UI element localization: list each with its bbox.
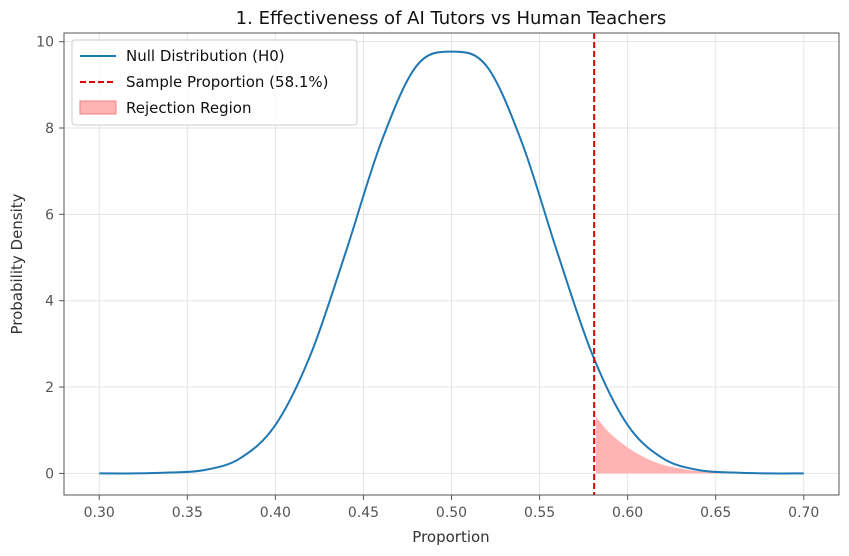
chart-title: 1. Effectiveness of AI Tutors vs Human T… [236, 8, 667, 29]
y-tick-label: 8 [45, 121, 54, 137]
y-ticks: 0 2 4 6 8 10 [36, 35, 64, 482]
x-tick-label: 0.60 [612, 505, 643, 521]
legend: Null Distribution (H0) Sample Proportion… [71, 39, 358, 126]
x-tick-label: 0.40 [260, 505, 291, 521]
legend-box [71, 39, 358, 126]
y-tick-label: 4 [45, 294, 54, 310]
x-tick-label: 0.70 [788, 505, 819, 521]
x-tick-label: 0.50 [436, 505, 467, 521]
x-tick-label: 0.30 [84, 505, 115, 521]
x-tick-label: 0.65 [700, 505, 731, 521]
x-tick-label: 0.55 [524, 505, 555, 521]
y-tick-label: 6 [45, 207, 54, 223]
x-tick-label: 0.35 [172, 505, 203, 521]
y-tick-label: 0 [45, 466, 54, 482]
x-tick-label: 0.45 [348, 505, 379, 521]
y-tick-label: 10 [36, 35, 54, 51]
null-distribution-layer [99, 50, 804, 475]
y-axis-label: Probability Density [8, 193, 26, 334]
legend-swatch-rejection [79, 100, 117, 115]
x-ticks: 0.30 0.35 0.40 0.45 0.50 0.55 0.60 0.65 0.70 [84, 495, 819, 521]
x-axis-label: Proportion [412, 528, 489, 546]
legend-label-sample: Sample Proportion (58.1%) [126, 73, 329, 91]
legend-label-null: Null Distribution (H0) [126, 47, 285, 65]
y-tick-label: 2 [45, 380, 54, 396]
legend-label-rejection: Rejection Region [126, 99, 251, 117]
null-distribution-line [99, 50, 804, 475]
rejection-area-layer [595, 416, 734, 474]
rejection-region-area [595, 416, 734, 474]
